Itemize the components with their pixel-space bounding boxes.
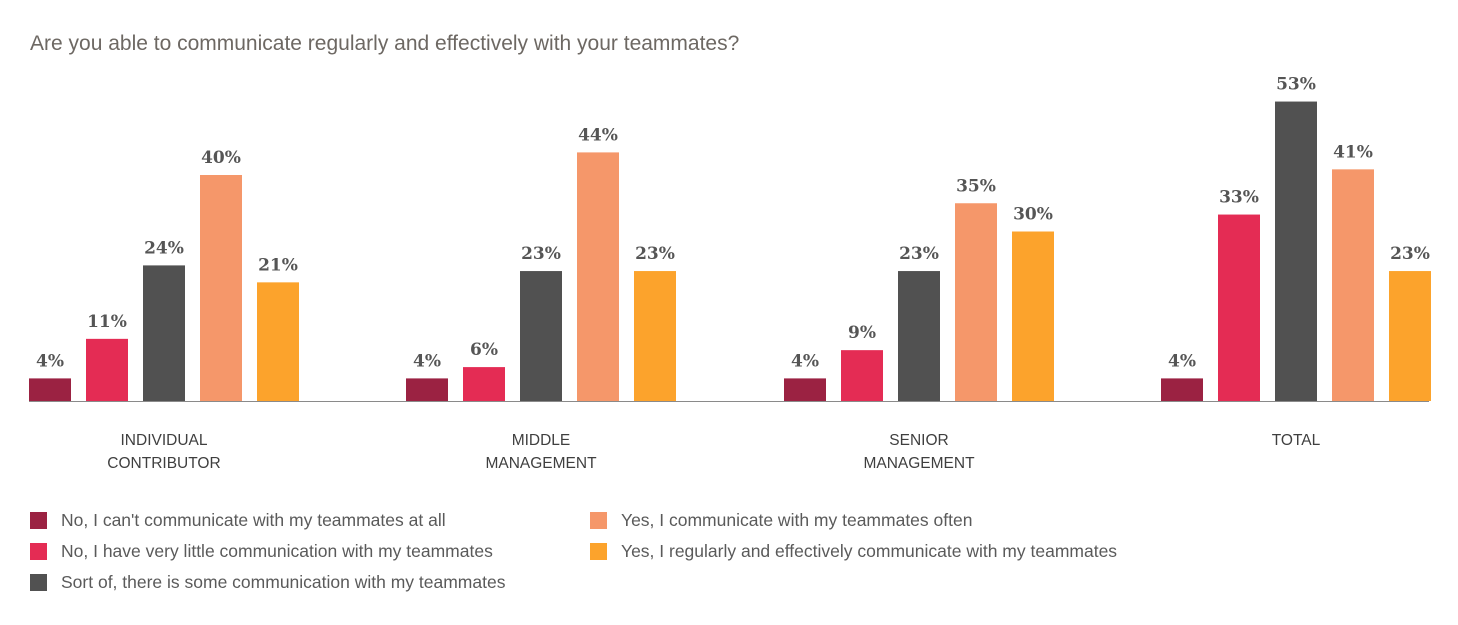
data-label: 41% [1333, 142, 1373, 162]
data-label: 6% [470, 340, 498, 360]
bar [1161, 378, 1203, 401]
legend-item-very-little: No, I have very little communication wit… [30, 541, 493, 562]
bar-chart: 4% 11% 24% 40% 21% INDIVIDUAL CONTRIBUTOR 4% 6% 2… [29, 75, 1431, 472]
data-label: 40% [201, 148, 241, 168]
bar [898, 271, 940, 401]
bar [1332, 169, 1374, 401]
bar [143, 265, 185, 401]
chart-title: Are you able to communicate regularly an… [30, 32, 740, 55]
bar [1275, 101, 1317, 402]
data-label: 44% [578, 125, 618, 145]
legend-swatch [590, 543, 607, 560]
bar [200, 175, 242, 401]
legend-label: No, I can't communicate with my teammate… [61, 510, 446, 530]
legend-item-regularly-effectively: Yes, I regularly and effectively communi… [590, 541, 1117, 562]
legend-label: Yes, I regularly and effectively communi… [621, 541, 1118, 561]
legend-swatch [590, 512, 607, 529]
bar [1389, 271, 1431, 401]
bar [634, 271, 676, 401]
legend-label: Yes, I communicate with my teammates oft… [621, 510, 973, 530]
data-label: 23% [1390, 244, 1430, 264]
bar [1012, 231, 1054, 401]
legend-swatch [30, 574, 47, 591]
data-label: 30% [1013, 205, 1053, 225]
legend-label: Sort of, there is some communication wit… [61, 572, 506, 592]
category-label: MANAGEMENT [863, 455, 975, 472]
data-label: 23% [635, 244, 675, 264]
category-label: SENIOR [889, 432, 948, 449]
legend-item-often: Yes, I communicate with my teammates oft… [590, 510, 972, 531]
data-label: 21% [258, 255, 298, 275]
legend-item-cant-communicate: No, I can't communicate with my teammate… [30, 510, 446, 531]
legend-swatch [30, 543, 47, 560]
data-label: 23% [521, 244, 561, 264]
category-label: TOTAL [1272, 432, 1321, 449]
legend-swatch [30, 512, 47, 529]
data-label: 9% [848, 323, 876, 343]
data-label: 11% [87, 312, 127, 332]
bar-group: 4% 33% 53% 41% 23% TOTAL [1161, 75, 1431, 449]
data-label: 35% [956, 176, 996, 196]
bar [1218, 214, 1260, 401]
category-label: MIDDLE [512, 432, 571, 449]
bar [577, 152, 619, 401]
data-label: 24% [144, 238, 184, 258]
bar [520, 271, 562, 401]
data-label: 4% [413, 351, 441, 371]
bar [463, 367, 505, 401]
category-label: CONTRIBUTOR [107, 455, 220, 472]
bar [955, 203, 997, 401]
bar [86, 338, 128, 401]
bar-group: 4% 11% 24% 40% 21% INDIVIDUAL CONTRIBUTOR [29, 148, 299, 472]
data-label: 33% [1219, 188, 1259, 208]
bar [406, 378, 448, 401]
bar [841, 350, 883, 401]
data-label: 4% [791, 351, 819, 371]
bar [784, 378, 826, 401]
category-label: INDIVIDUAL [121, 432, 208, 449]
data-label: 53% [1276, 75, 1316, 95]
category-label: MANAGEMENT [485, 455, 597, 472]
data-label: 23% [899, 244, 939, 264]
bar-group: 4% 6% 23% 44% 23% MIDDLE MANAGEMENT [406, 125, 676, 472]
data-label: 4% [36, 351, 64, 371]
data-label: 4% [1168, 351, 1196, 371]
legend-item-sort-of: Sort of, there is some communication wit… [30, 572, 505, 593]
bar [257, 282, 299, 401]
legend-label: No, I have very little communication wit… [61, 541, 493, 561]
bar [29, 378, 71, 401]
bar-group: 4% 9% 23% 35% 30% SENIOR MANAGEMENT [784, 176, 1054, 472]
